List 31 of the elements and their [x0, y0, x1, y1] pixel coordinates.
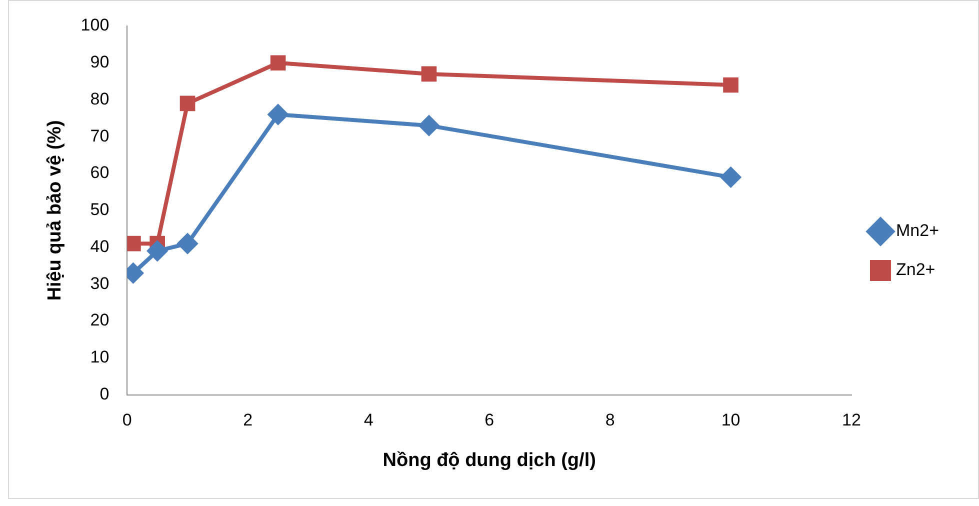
- legend-label: Zn2+: [896, 260, 936, 280]
- y-tick-label: 70: [90, 126, 110, 146]
- point: [268, 104, 288, 125]
- point: [178, 234, 198, 254]
- x-tick-label: 4: [364, 410, 374, 430]
- point: [180, 96, 196, 112]
- y-tick-label: 50: [90, 200, 110, 220]
- y-tick-label: 0: [100, 384, 110, 404]
- x-tick-label: 8: [605, 410, 615, 430]
- x-tick-label: 6: [484, 410, 494, 430]
- x-axis-title: Nồng độ dung dịch (g/l): [382, 450, 596, 471]
- y-tick-label: 90: [90, 52, 110, 72]
- point: [720, 167, 741, 188]
- x-tick-label: 10: [721, 410, 740, 430]
- x-tick-label: 2: [243, 410, 253, 430]
- y-tick-label: 20: [90, 310, 110, 330]
- x-tick-label: 0: [122, 410, 132, 430]
- y-tick-label: 100: [80, 16, 110, 35]
- x-tick-label: 12: [842, 410, 861, 430]
- y-tick-label: 60: [90, 163, 110, 182]
- y-tick-label: 40: [90, 236, 110, 256]
- y-tick-label: 10: [90, 348, 110, 367]
- point: [147, 240, 168, 261]
- point: [421, 66, 437, 82]
- y-tick-label: 30: [90, 274, 110, 293]
- legend-label: Mn2+: [896, 221, 940, 240]
- y-tick-label: 80: [90, 89, 110, 108]
- point: [270, 55, 286, 71]
- point: [723, 77, 738, 93]
- y-axis-title: Hiệu quả bảo vệ (%): [44, 120, 66, 301]
- point: [418, 116, 439, 136]
